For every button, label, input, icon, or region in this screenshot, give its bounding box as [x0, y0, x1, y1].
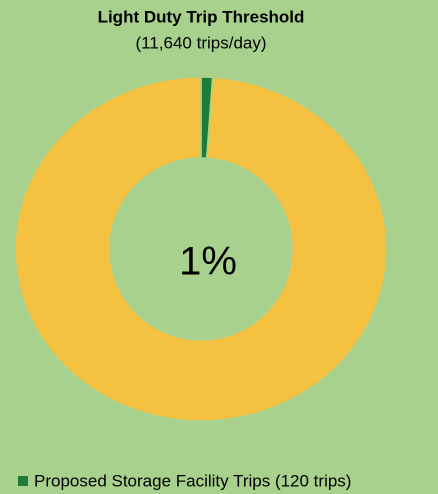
chart-subtitle: (11,640 trips/day) — [135, 33, 266, 52]
donut-slice — [14, 76, 388, 422]
legend-swatch — [18, 476, 28, 486]
chart-title: Light Duty Trip Threshold — [98, 7, 305, 26]
center-label: 1% — [179, 240, 237, 284]
legend-label: Proposed Storage Facility Trips (120 tri… — [34, 471, 351, 490]
